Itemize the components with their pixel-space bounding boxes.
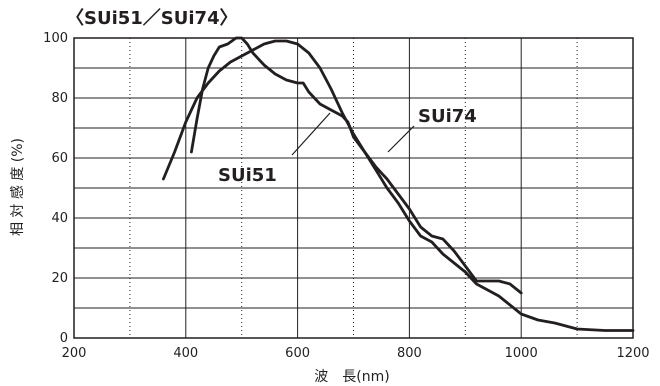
annotation-leader-sui74 (387, 125, 415, 153)
tick-labels: 0 20 40 60 80 100 200 400 600 800 1000 1200 (43, 31, 649, 361)
y-tick-label: 20 (51, 271, 68, 286)
y-tick-label: 0 (60, 331, 68, 346)
x-tick-label: 400 (173, 346, 198, 361)
y-tick-label: 60 (51, 151, 68, 166)
x-tick-label: 800 (397, 346, 422, 361)
plot-frame (73, 37, 634, 339)
x-tick-label: 1000 (505, 346, 538, 361)
x-axis-label: 波 長(nm) (314, 369, 389, 385)
y-axis-label: 相 対 感 度 (%) (9, 138, 26, 236)
chart-title: 〈SUi51／SUi74〉 (66, 8, 238, 29)
series-line-sui74 (162, 39, 635, 332)
grid-layer (73, 37, 634, 339)
x-tick-label: 200 (62, 346, 87, 361)
series-line-sui51 (190, 36, 523, 295)
series-label-sui51: SUi51 (218, 165, 277, 186)
x-tick-label: 600 (285, 346, 310, 361)
series-annotations: SUi51 SUi74 (218, 106, 477, 186)
y-tick-label: 100 (43, 31, 68, 46)
annotation-leader-sui51 (291, 112, 331, 156)
x-tick-label: 1200 (616, 346, 649, 361)
curve-layer (162, 36, 635, 332)
series-label-sui74: SUi74 (418, 106, 477, 127)
y-tick-label: 40 (51, 211, 68, 226)
y-tick-label: 80 (51, 91, 68, 106)
